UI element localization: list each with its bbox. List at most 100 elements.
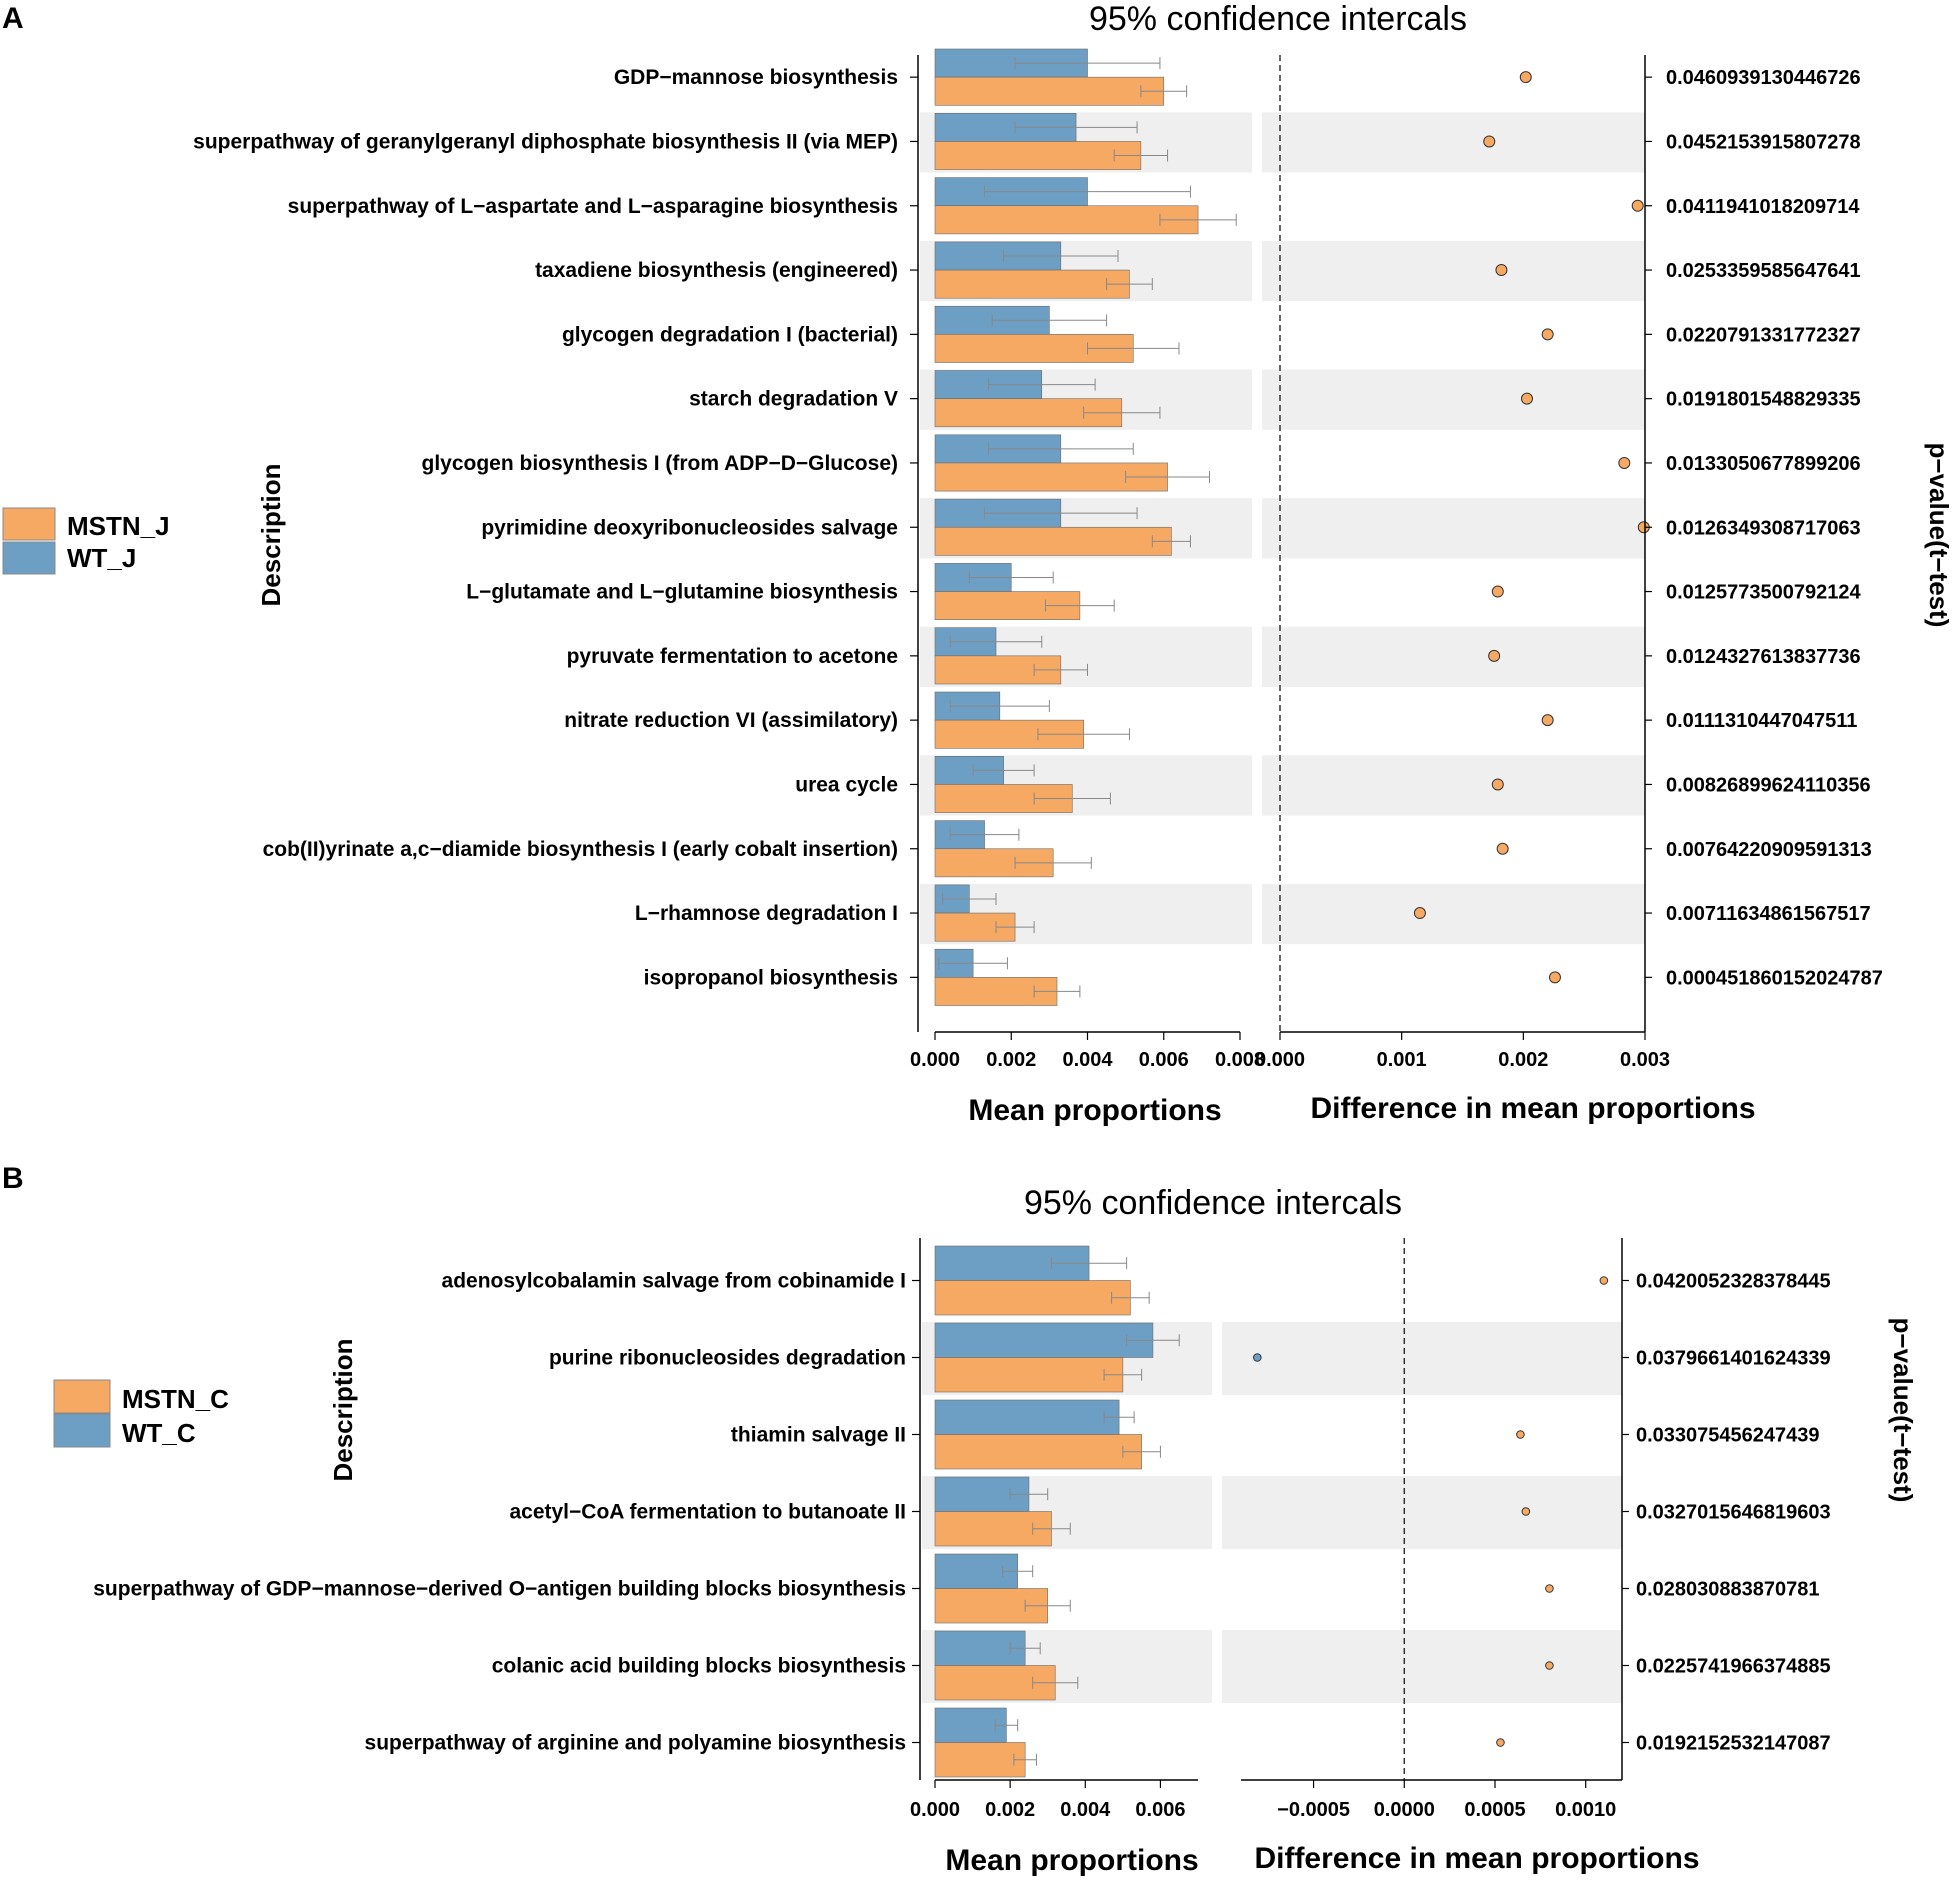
panel-b-ylabel: Description [328, 1338, 358, 1481]
pvalue-label: 0.0253359585647641 [1666, 260, 1861, 282]
category-label: taxadiene biosynthesis (engineered) [535, 259, 898, 282]
mean-axis-tick-label: 0.004 [1060, 1799, 1111, 1821]
panel-a-diff-axis-title: Difference in mean proportions [1310, 1092, 1755, 1125]
diff-point [1520, 392, 1533, 405]
category-label: starch degradation V [689, 388, 898, 411]
category-label: urea cycle [795, 773, 898, 796]
panel-b-legend-swatch-mstn [53, 1379, 111, 1414]
diff-axis-tick-label: 0.0010 [1555, 1799, 1616, 1821]
diff-point [1631, 199, 1644, 212]
panel-a-legend-swatch-mstn [2, 507, 56, 541]
row-band-diff [1222, 1630, 1622, 1703]
panel-b-letter: B [2, 1162, 24, 1195]
bar-mstn [934, 462, 1168, 492]
pvalue-label: 0.00826899624110356 [1666, 774, 1871, 796]
bar-mstn [934, 1434, 1142, 1470]
category-label: glycogen biosynthesis I (from ADP−D−Gluc… [422, 452, 899, 475]
pvalue-label: 0.0192152532147087 [1636, 1733, 1831, 1755]
pvalue-label: 0.028030883870781 [1636, 1579, 1820, 1601]
row-band-diff [1262, 369, 1645, 430]
bar-mstn [934, 205, 1199, 235]
panel-b: adenosylcobalamin salvage from cobinamid… [93, 1238, 1831, 1821]
panel-a-right-label: p−value(t−test) [1924, 443, 1954, 628]
panel-a-ylabel: Description [256, 463, 286, 606]
diff-point [1413, 907, 1426, 920]
bar-wt [934, 1399, 1120, 1435]
panel-a-letter: A [2, 2, 24, 35]
diff-point [1618, 456, 1631, 469]
panel-a-legend-label-mstn: MSTN_J [67, 511, 170, 541]
panel-a: GDP−mannose biosynthesis 0.04609391304467… [193, 48, 1883, 1071]
diff-axis-tick-label: 0.0005 [1464, 1799, 1525, 1821]
diff-point [1545, 1661, 1554, 1670]
panel-b-legend-swatch-wt [53, 1413, 111, 1448]
diff-point [1496, 1738, 1505, 1747]
pvalue-label: 0.0126349308717063 [1666, 517, 1861, 539]
pvalue-label: 0.033075456247439 [1636, 1425, 1820, 1447]
diff-point [1519, 71, 1532, 84]
category-label: superpathway of arginine and polyamine b… [365, 1732, 906, 1755]
category-label: thiamin salvage II [731, 1424, 906, 1447]
pvalue-label: 0.0411941018209714 [1666, 196, 1860, 218]
row-band-diff [1262, 240, 1645, 302]
diff-point [1491, 585, 1504, 598]
mean-axis-tick-label: 0.000 [910, 1799, 960, 1821]
panel-b-title: 95% confidence intercals [1024, 1184, 1402, 1222]
bar-mstn [934, 76, 1165, 106]
pvalue-label: 0.0452153915807278 [1666, 131, 1861, 153]
row-band-diff [1262, 498, 1645, 559]
category-label: glycogen degradation I (bacterial) [562, 323, 898, 346]
panel-a-legend-swatch-wt [2, 541, 56, 575]
mean-axis-tick-label: 0.002 [986, 1049, 1036, 1071]
panel-a-legend-label-wt: WT_J [67, 543, 136, 573]
bar-mstn [934, 1742, 1026, 1778]
diff-axis-tick-label: −0.0005 [1277, 1799, 1350, 1821]
diff-point [1599, 1276, 1609, 1285]
category-label: superpathway of GDP−mannose−derived O−an… [93, 1578, 906, 1601]
diff-point [1541, 328, 1554, 341]
bar-mstn [934, 526, 1172, 556]
pvalue-label: 0.0460939130446726 [1666, 67, 1861, 89]
category-label: adenosylcobalamin salvage from cobinamid… [442, 1270, 906, 1293]
diff-point [1495, 264, 1508, 277]
row-band-diff [1222, 1322, 1622, 1395]
category-label: pyrimidine deoxyribonucleosides salvage [481, 516, 898, 539]
category-label: purine ribonucleosides degradation [549, 1347, 906, 1370]
row-band-diff [1262, 112, 1645, 173]
category-label: colanic acid building blocks biosynthesi… [492, 1655, 906, 1678]
panel-b-diff-axis-title: Difference in mean proportions [1254, 1842, 1699, 1875]
pvalue-label: 0.00711634861567517 [1666, 903, 1871, 925]
pvalue-label: 0.0124327613837736 [1666, 646, 1861, 668]
pvalue-label: 0.0225741966374885 [1636, 1656, 1831, 1678]
panel-b-mean-axis-title: Mean proportions [945, 1844, 1198, 1877]
diff-axis-tick-label: 0.003 [1620, 1049, 1670, 1071]
panel-b-legend-label-wt: WT_C [122, 1418, 196, 1448]
category-label: nitrate reduction VI (assimilatory) [564, 709, 898, 732]
pvalue-label: 0.0420052328378445 [1636, 1271, 1831, 1293]
panel-b-legend-label-mstn: MSTN_C [122, 1384, 229, 1414]
bar-wt [934, 1322, 1154, 1358]
diff-point [1496, 842, 1509, 855]
bar-mstn [934, 141, 1142, 170]
diff-axis-tick-label: 0.002 [1498, 1049, 1548, 1071]
pvalue-label: 0.0191801548829335 [1666, 389, 1861, 411]
row-band-diff [1262, 883, 1645, 945]
bar-mstn [934, 1357, 1124, 1393]
mean-axis-tick-label: 0.008 [1215, 1049, 1265, 1071]
category-label: acetyl−CoA fermentation to butanoate II [509, 1501, 906, 1524]
pvalue-label: 0.0133050677899206 [1666, 453, 1861, 475]
row-band-diff [1222, 1476, 1622, 1549]
mean-axis-tick-label: 0.004 [1062, 1049, 1113, 1071]
diff-axis-tick-label: 0.001 [1377, 1049, 1427, 1071]
pvalue-label: 0.0220791331772327 [1666, 324, 1861, 346]
category-label: pyruvate fermentation to acetone [567, 645, 898, 668]
pvalue-label: 0.0111310447047511 [1666, 710, 1857, 732]
diff-point [1483, 135, 1496, 148]
pvalue-label: 0.0379661401624339 [1636, 1348, 1831, 1370]
row-band-diff [1262, 626, 1645, 687]
diff-point [1516, 1430, 1525, 1439]
category-label: superpathway of L−aspartate and L−aspara… [288, 195, 898, 218]
category-label: cob(II)yrinate a,c−diamide biosynthesis … [263, 838, 898, 861]
category-label: isopropanol biosynthesis [644, 966, 898, 989]
